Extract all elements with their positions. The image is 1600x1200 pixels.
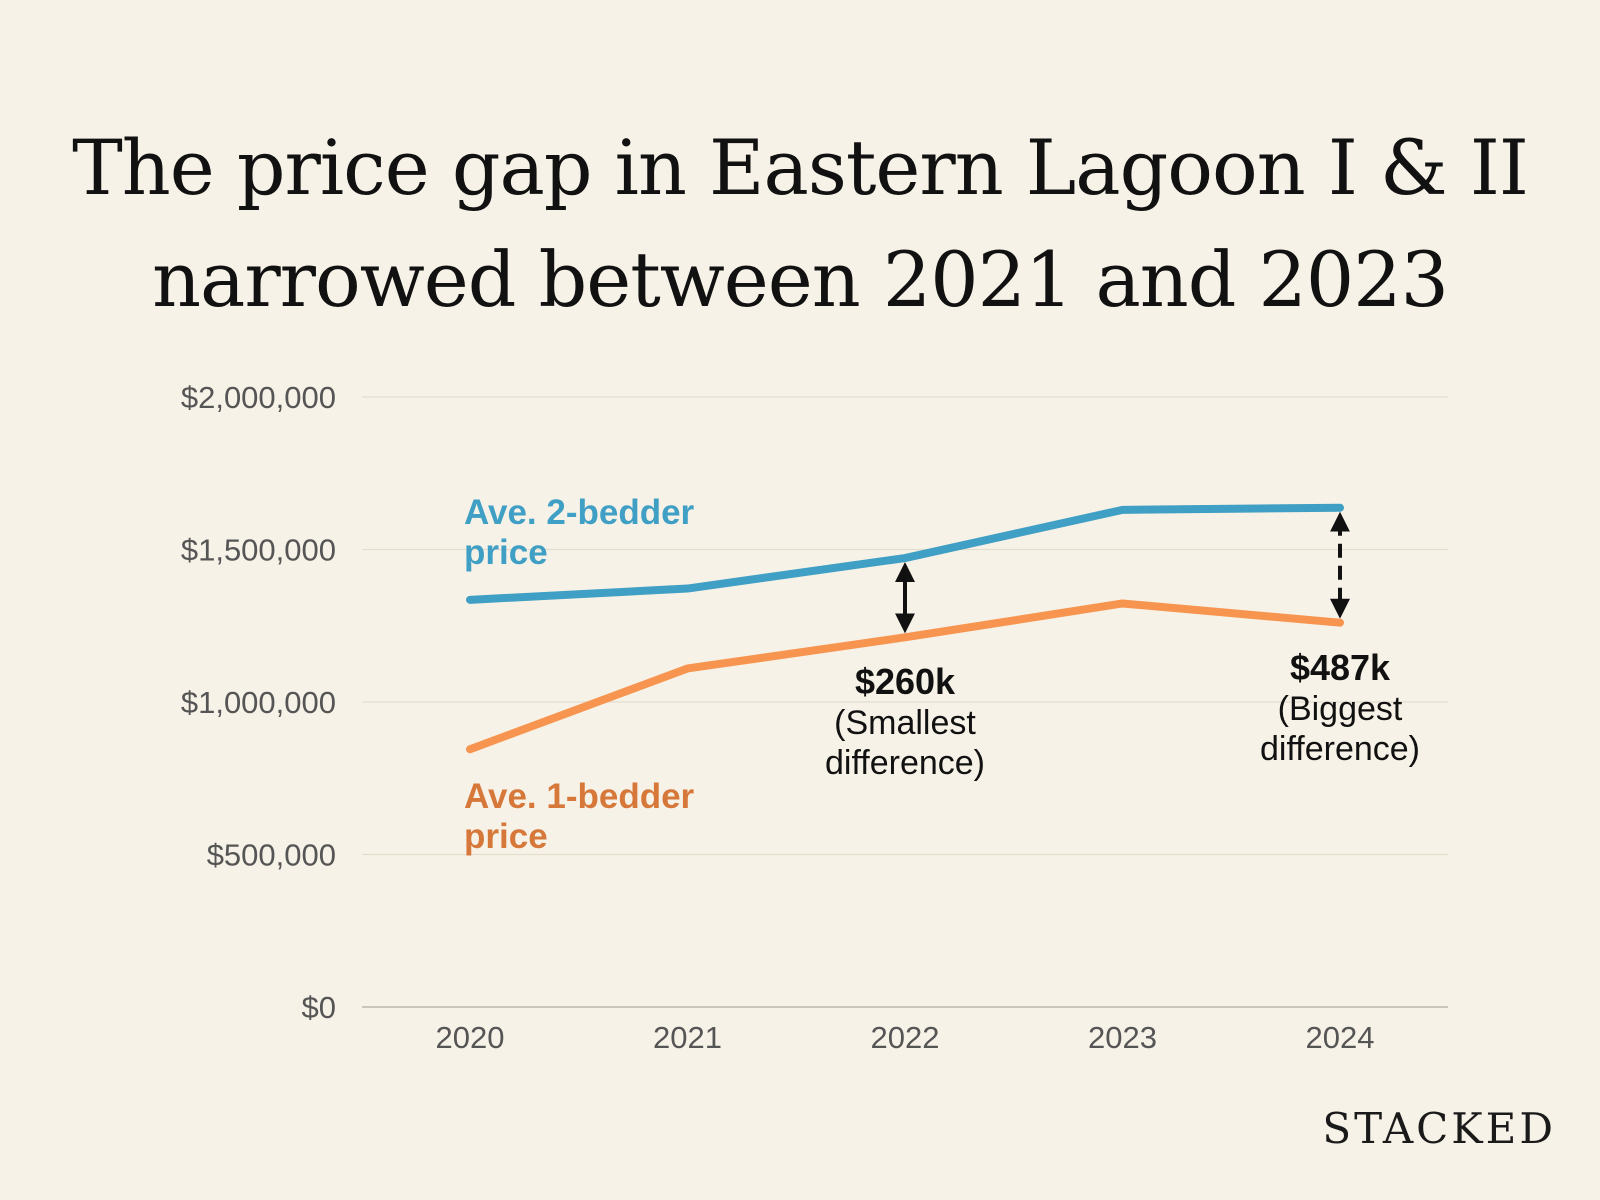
- x-tick-label-2024: 2024: [1306, 1020, 1375, 1055]
- gap-note-2024-0: (Biggest: [1278, 690, 1403, 728]
- grid-lines: [362, 396, 1448, 1008]
- chart-title-line-1: The price gap in Eastern Lagoon I & II: [72, 123, 1529, 212]
- chart-title-line-2: narrowed between 2021 and 2023: [152, 235, 1449, 324]
- gap-note-2024-1: difference): [1260, 730, 1420, 768]
- series-label-one-bedder: Ave. 1-bedder price: [464, 777, 695, 856]
- gap-note-2022-1: difference): [825, 744, 985, 782]
- y-tick-label-2: $1,000,000: [181, 685, 336, 720]
- y-tick-label-3: $1,500,000: [181, 533, 336, 568]
- series-label-line: price: [464, 533, 548, 572]
- gap-annotations: $260k(Smallestdifference)$487k(Biggestdi…: [825, 511, 1420, 782]
- y-tick-label-4: $2,000,000: [181, 380, 336, 415]
- x-tick-label-2020: 2020: [436, 1020, 505, 1055]
- x-tick-label-2021: 2021: [653, 1020, 722, 1055]
- brand-logo-text: STACKED: [1322, 1104, 1556, 1153]
- x-tick-label-2023: 2023: [1088, 1020, 1157, 1055]
- y-axis-ticks: $0 $500,000 $1,000,000 $1,500,000 $2,000,000: [181, 380, 336, 1025]
- chart-title: The price gap in Eastern Lagoon I & II n…: [0, 112, 1600, 336]
- series-lines: [466, 503, 1344, 754]
- gap-note-2022-0: (Smallest: [834, 704, 976, 742]
- series-label-line: price: [464, 817, 548, 856]
- y-tick-label-0: $0: [302, 990, 336, 1025]
- series-label-two-bedder: Ave. 2-bedder price: [464, 493, 695, 572]
- gap-value-2024: $487k: [1290, 647, 1391, 688]
- series-label-line: Ave. 1-bedder: [464, 777, 695, 816]
- series-label-line: Ave. 2-bedder: [464, 493, 695, 532]
- gap-value-2022: $260k: [855, 661, 956, 702]
- series-line-one-bedder: [466, 599, 1344, 754]
- x-tick-label-2022: 2022: [871, 1020, 940, 1055]
- y-tick-label-1: $500,000: [207, 838, 336, 873]
- x-axis-ticks: 2020 2021 2022 2023 2024: [436, 1020, 1375, 1055]
- series-line-two-bedder: [466, 503, 1344, 604]
